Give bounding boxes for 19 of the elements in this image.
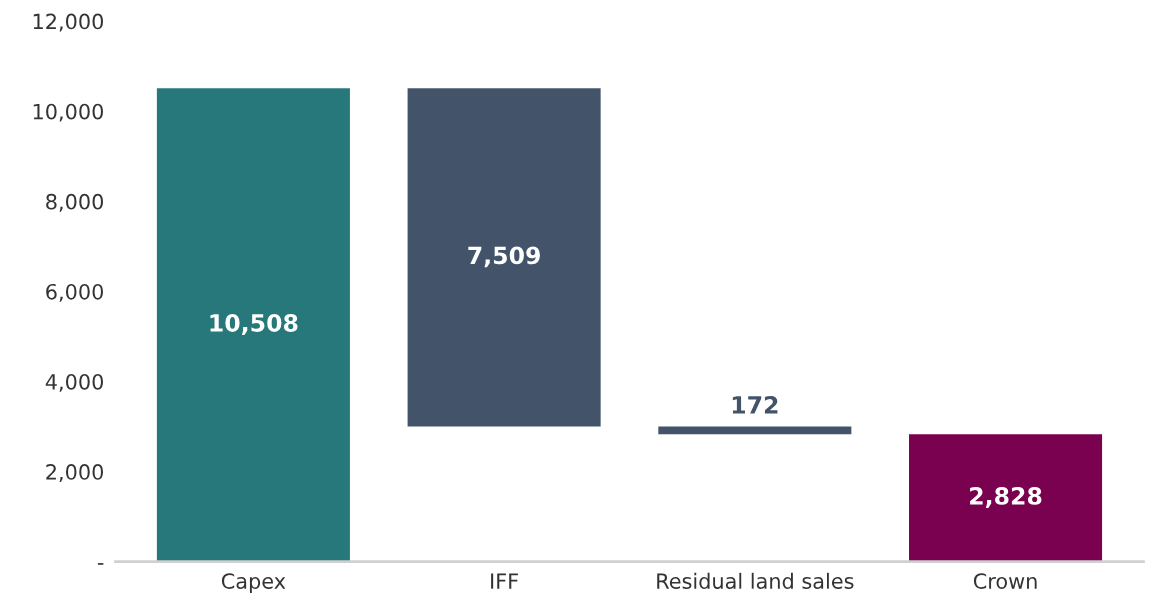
bar [156,88,350,562]
data-label: 10,508 [210,314,298,335]
y-tick-label: 8,000 [46,193,104,212]
bar [407,88,601,427]
y-tick-label: 2,000 [46,464,104,482]
x-tick-label: Residual land sales [657,572,854,589]
x-tick-label: Capex [221,573,286,593]
bar [658,426,852,435]
data-label: 2,828 [970,487,1042,508]
y-tick-label: 4,000 [45,373,104,392]
y-tick-label: 10,000 [33,103,104,122]
data-label: 7,509 [468,246,540,268]
x-tick-label: IFF [491,573,518,589]
y-tick-label: - [97,563,104,565]
y-tick-label: 12,000 [33,13,104,32]
y-tick-label: 6,000 [46,283,104,302]
data-label: 172 [732,396,778,414]
bar [909,434,1103,562]
x-tick-label: Crown [973,573,1037,589]
